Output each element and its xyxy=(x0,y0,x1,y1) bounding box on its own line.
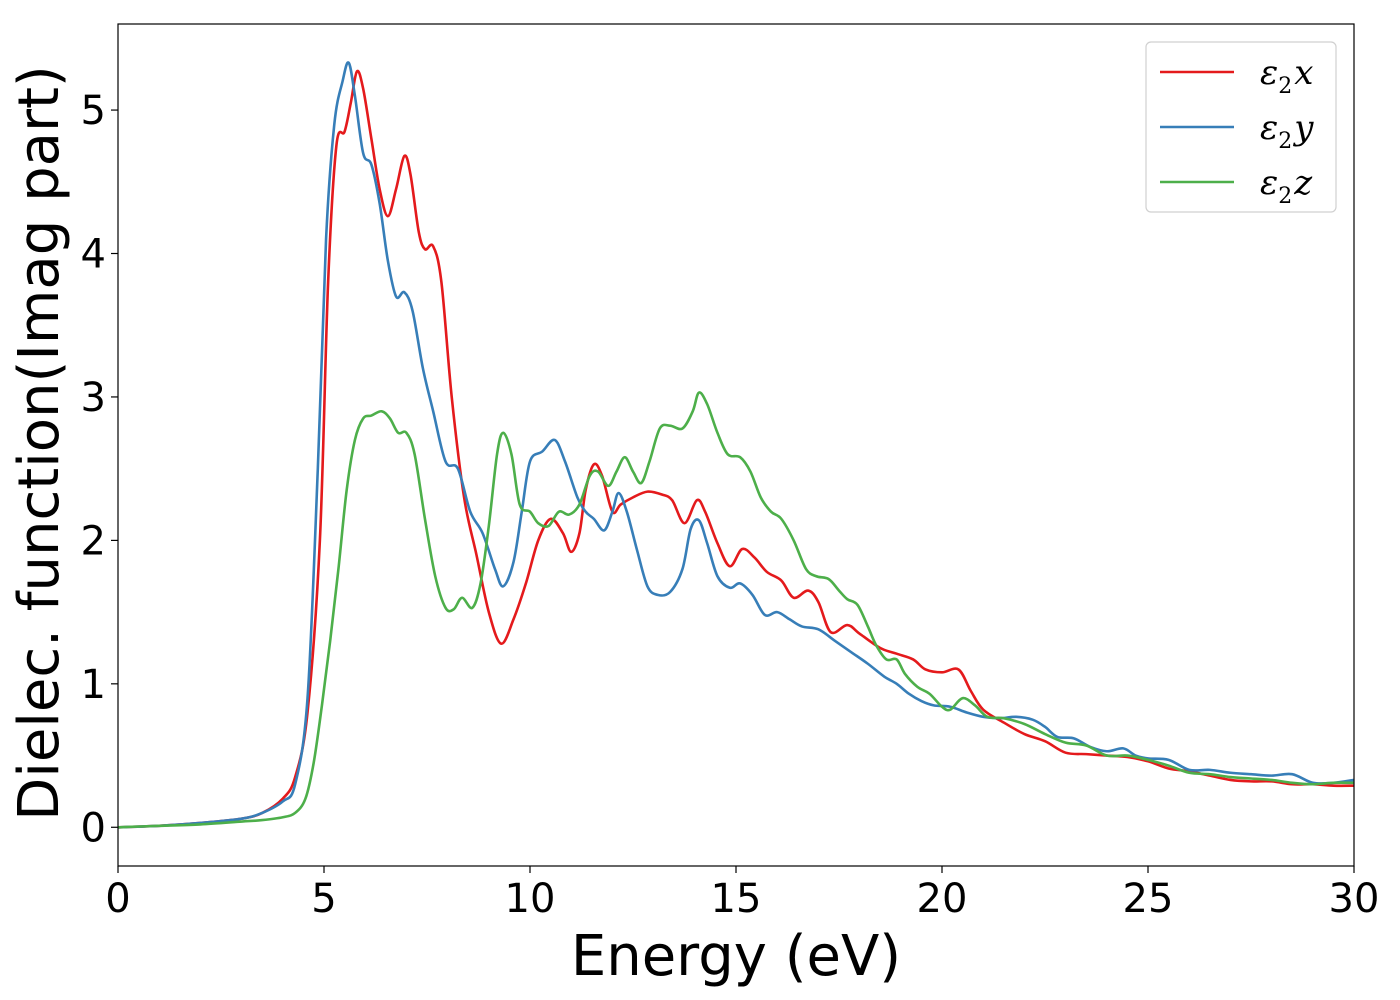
series-line-1 xyxy=(118,69,1354,829)
y-tick-label: 2 xyxy=(81,518,106,564)
axes-layer: 0 5 10 15 20 25 30 0 1 2 3 4 5 Energy (eV) Dielec. fun… xyxy=(7,23,1380,989)
y-tick-label: 0 xyxy=(81,805,106,851)
series-line-3 xyxy=(118,391,1354,829)
x-tick-label: 5 xyxy=(311,876,336,922)
legend-box xyxy=(1145,41,1337,213)
y-tick-label: 1 xyxy=(81,662,106,708)
plot-layer xyxy=(118,61,1354,829)
x-tick-label: 25 xyxy=(1123,876,1174,922)
x-tick-label: 20 xyxy=(917,876,968,922)
x-tick-label: 0 xyxy=(105,876,130,922)
y-tick-label: 5 xyxy=(81,88,106,134)
legend-label: ε2x xyxy=(1260,53,1313,99)
x-tick-label: 30 xyxy=(1329,876,1380,922)
legend-label: ε2y xyxy=(1260,108,1314,154)
y-tick-label: 3 xyxy=(81,375,106,421)
y-axis-label: Dielec. function(Imag part) xyxy=(7,65,72,821)
legend: ε2x ε2y ε2z xyxy=(1145,41,1337,213)
x-tick-label: 10 xyxy=(505,876,556,922)
x-axis-label: Energy (eV) xyxy=(571,924,901,989)
x-tick-label: 15 xyxy=(711,876,762,922)
series-line-2 xyxy=(118,61,1354,829)
y-tick-label: 4 xyxy=(81,232,106,278)
legend-label: ε2z xyxy=(1260,163,1313,209)
